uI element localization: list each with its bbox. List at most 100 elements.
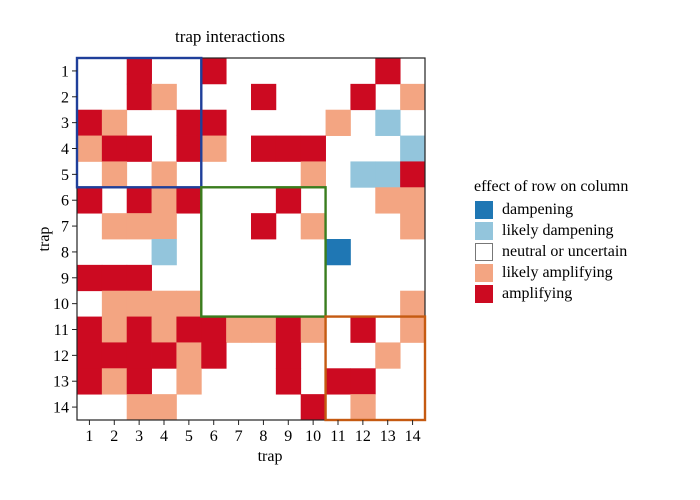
y-tick-label: 1 (61, 63, 69, 80)
y-tick-label: 8 (61, 244, 69, 261)
y-tick-label: 14 (53, 400, 69, 417)
heatmap-cell (101, 264, 128, 292)
legend-label: likely amplifying (502, 263, 613, 281)
x-tick-label: 3 (135, 428, 143, 445)
x-axis-ticks: 1 2 3 4 5 6 7 8 9 10 11 12 13 14 (85, 420, 421, 445)
heatmap-cell (176, 316, 202, 343)
y-tick-label: 11 (54, 322, 69, 339)
heatmap-cell (176, 342, 202, 369)
y-tick-label: 3 (61, 115, 69, 132)
heatmap-cell (375, 161, 401, 188)
heatmap-cell (400, 290, 426, 317)
heatmap-cell (77, 109, 103, 136)
heatmap-cell (101, 135, 128, 162)
heatmap-cell (300, 161, 326, 188)
heatmap-cell (350, 83, 376, 111)
heatmap-cell (101, 161, 128, 188)
heatmap-cell (400, 83, 426, 111)
heatmap-cell (400, 213, 426, 240)
heatmap-cell (126, 83, 152, 111)
heatmap-cell (201, 135, 227, 162)
legend: effect of row on column dampening likely … (474, 178, 628, 304)
heatmap-cell (201, 58, 227, 85)
heatmap-cell (300, 213, 326, 240)
x-tick-label: 7 (235, 428, 243, 445)
heatmap-cell (126, 368, 152, 395)
legend-swatch (475, 263, 493, 282)
heatmap-cell (101, 342, 128, 369)
heatmap-cell (101, 109, 128, 136)
x-tick-label: 12 (355, 428, 371, 445)
heatmap-cell (101, 213, 128, 240)
heatmap-cell (151, 187, 177, 214)
heatmap-cell (126, 394, 152, 421)
legend-swatch (475, 242, 493, 261)
heatmap-cell (400, 161, 426, 188)
heatmap-cell (77, 342, 103, 369)
legend-item: amplifying (474, 283, 628, 304)
chart-title: trap interactions (175, 27, 285, 46)
heatmap-cell (226, 316, 252, 343)
heatmap-cell (126, 264, 152, 292)
heatmap-cell (151, 213, 177, 240)
heatmap-cell (325, 368, 351, 395)
x-tick-label: 13 (380, 428, 396, 445)
y-tick-label: 2 (61, 89, 69, 106)
x-tick-label: 14 (405, 428, 421, 445)
legend-item: neutral or uncertain (474, 241, 628, 262)
y-tick-label: 9 (61, 270, 69, 287)
heatmap-cell (300, 316, 326, 343)
heatmap-cell (101, 316, 128, 343)
heatmap-cell (375, 342, 401, 369)
heatmap-cell (400, 316, 426, 343)
y-tick-label: 6 (61, 193, 69, 210)
heatmap-cell (126, 135, 152, 162)
heatmap-cell (275, 135, 302, 162)
y-tick-label: 13 (53, 374, 69, 391)
heatmap-cell (126, 342, 152, 369)
heatmap-cell (275, 187, 302, 214)
heatmap-cell (251, 213, 277, 240)
heatmap-cell (375, 109, 401, 136)
heatmap-cell (176, 187, 202, 214)
x-tick-label: 10 (305, 428, 321, 445)
x-tick-label: 6 (210, 428, 218, 445)
heatmap-cell (77, 368, 103, 395)
y-tick-label: 7 (61, 219, 69, 236)
heatmap-cell (251, 135, 277, 162)
x-tick-label: 11 (330, 428, 345, 445)
legend-item: likely dampening (474, 220, 628, 241)
heatmap-cell (126, 213, 152, 240)
heatmap-cell (325, 109, 351, 136)
x-tick-label: 1 (85, 428, 93, 445)
heatmap-cell (176, 135, 202, 162)
heatmap-cell (77, 187, 103, 214)
legend-label: amplifying (502, 284, 573, 302)
x-tick-label: 2 (110, 428, 118, 445)
heatmap-cell (101, 368, 128, 395)
y-tick-label: 12 (53, 348, 69, 365)
x-tick-label: 8 (259, 428, 267, 445)
heatmap-cell (251, 83, 277, 111)
heatmap-cell (350, 394, 376, 421)
heatmap-cell (151, 290, 177, 317)
heatmap-cell (350, 161, 376, 188)
heatmap-cell (176, 290, 202, 317)
legend-swatch (475, 200, 493, 219)
heatmap-cell (201, 316, 227, 343)
legend-title: effect of row on column (474, 178, 629, 195)
heatmap-cell (350, 316, 376, 343)
heatmap-cell (126, 290, 152, 317)
heatmap-cell (77, 316, 103, 343)
heatmap-cell (251, 316, 277, 343)
heatmap-cell (151, 342, 177, 369)
heatmap-cells (77, 58, 426, 421)
legend-label: neutral or uncertain (502, 242, 628, 260)
x-tick-label: 5 (185, 428, 193, 445)
heatmap-cell (151, 394, 177, 421)
heatmap-cell (126, 58, 152, 85)
heatmap-cell (300, 394, 326, 421)
heatmap-cell (275, 368, 302, 395)
